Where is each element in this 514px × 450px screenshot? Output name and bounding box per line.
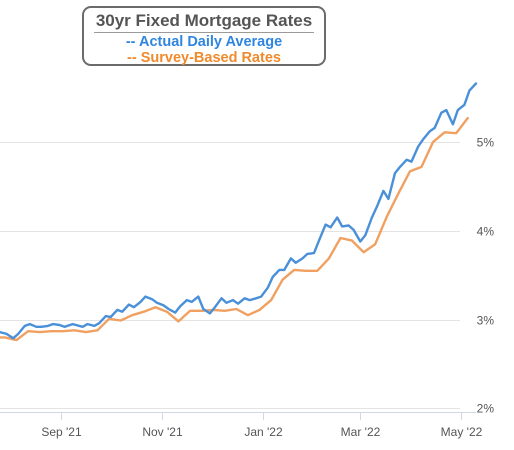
x-tick-label-2: Jan '22	[244, 425, 283, 439]
y-tick-label-3: 5%	[477, 136, 495, 150]
tick-labels: 2% 3% 4% 5% Sep '21 Nov '21 Jan '22 Mar '22 May …	[41, 136, 494, 440]
x-tick-label-3: Mar '22	[341, 425, 381, 439]
series-line-actual-daily-average	[0, 82, 478, 340]
grid-lines	[0, 142, 460, 409]
x-tick-label-4: May '22	[441, 425, 483, 439]
chart-title: 30yr Fixed Mortgage Rates	[95, 11, 313, 30]
legend-entry-survey-based-rates: -- Survey-Based Rates	[127, 50, 281, 66]
series-line-survey-based-rates	[0, 116, 469, 342]
legend-divider	[94, 32, 314, 33]
series-lines	[0, 82, 478, 342]
y-tick-label-0: 2%	[477, 402, 495, 416]
y-tick-label-2: 4%	[477, 225, 495, 239]
x-tick-label-1: Nov '21	[142, 425, 183, 439]
chart-legend: 30yr Fixed Mortgage Rates -- Actual Dail…	[82, 6, 326, 66]
y-tick-label-1: 3%	[477, 314, 495, 328]
legend-entry-actual-daily-average: -- Actual Daily Average	[125, 34, 283, 50]
x-tick-label-0: Sep '21	[41, 425, 82, 439]
x-axis	[0, 412, 476, 420]
